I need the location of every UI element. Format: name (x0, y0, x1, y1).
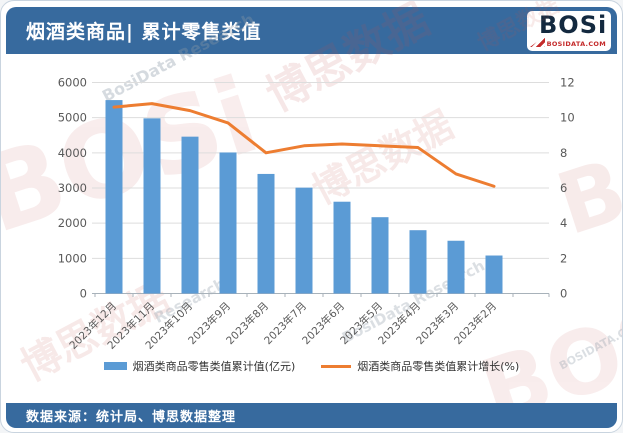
svg-text:4000: 4000 (58, 146, 87, 160)
svg-text:0: 0 (560, 287, 567, 301)
bar (333, 201, 351, 294)
bar (447, 240, 465, 294)
svg-text:10: 10 (560, 111, 575, 125)
bar-series (105, 100, 503, 294)
chart-legend: 烟酒类商品零售类值累计值(亿元) 烟酒类商品零售类值累计增长(%) (1, 358, 622, 374)
svg-text:1000: 1000 (58, 251, 87, 265)
svg-text:2: 2 (560, 251, 567, 265)
bar (181, 136, 199, 294)
line-series (112, 102, 496, 188)
bar (219, 152, 237, 294)
svg-text:0: 0 (80, 287, 87, 301)
bosi-logo: BOSi BOSIDATA.COM (527, 11, 611, 51)
bar (371, 217, 389, 294)
bar (409, 230, 427, 294)
legend-item-line-series: 烟酒类商品零售类值累计增长(%) (321, 358, 519, 374)
svg-text:2000: 2000 (58, 216, 87, 230)
bar (485, 255, 503, 294)
bosi-logo-text: BOSi (539, 11, 608, 39)
legend-item-bar-series: 烟酒类商品零售类值累计值(亿元) (103, 358, 296, 374)
x-axis-labels: 2023年12月2023年11月2023年10月2023年9月2023年8月20… (67, 299, 499, 351)
svg-text:12: 12 (560, 76, 575, 90)
gridlines (92, 82, 549, 294)
bar (257, 173, 275, 294)
bosi-logo-domain: BOSIDATA.COM (546, 40, 606, 48)
right-axis-labels: 12 10 8 6 4 2 0 (560, 76, 575, 301)
svg-text:4: 4 (560, 216, 567, 230)
legend-label-line-series: 烟酒类商品零售类值累计增长(%) (357, 360, 520, 373)
svg-text:3000: 3000 (58, 181, 87, 195)
bosi-logo-triangle-icon (530, 36, 545, 47)
svg-text:6: 6 (560, 181, 567, 195)
left-axis-labels: 6000 5000 4000 3000 2000 1000 0 (58, 76, 87, 301)
svg-text:5000: 5000 (58, 111, 87, 125)
bar (143, 118, 161, 294)
svg-text:6000: 6000 (58, 76, 87, 90)
header-bar: 烟酒类商品| 累计零售类值 BOSi BOSIDATA.COM (6, 7, 617, 54)
svg-text:8: 8 (560, 146, 567, 160)
data-source-note: 数据来源：统计局、博思数据整理 (26, 410, 237, 425)
legend-label-bar-series: 烟酒类商品零售类值累计值(亿元) (132, 360, 296, 373)
combo-chart: 60005000400030002000100001210864202023年1… (58, 76, 575, 352)
x-axis-ticks (94, 293, 550, 297)
bar (105, 100, 123, 294)
footer-bar: 数据来源：统计局、博思数据整理 (6, 403, 617, 428)
bar-series-swatch-icon (103, 362, 127, 370)
page-title: 烟酒类商品| 累计零售类值 (26, 21, 262, 43)
line-series-swatch-icon (321, 364, 352, 368)
bar (295, 187, 313, 294)
